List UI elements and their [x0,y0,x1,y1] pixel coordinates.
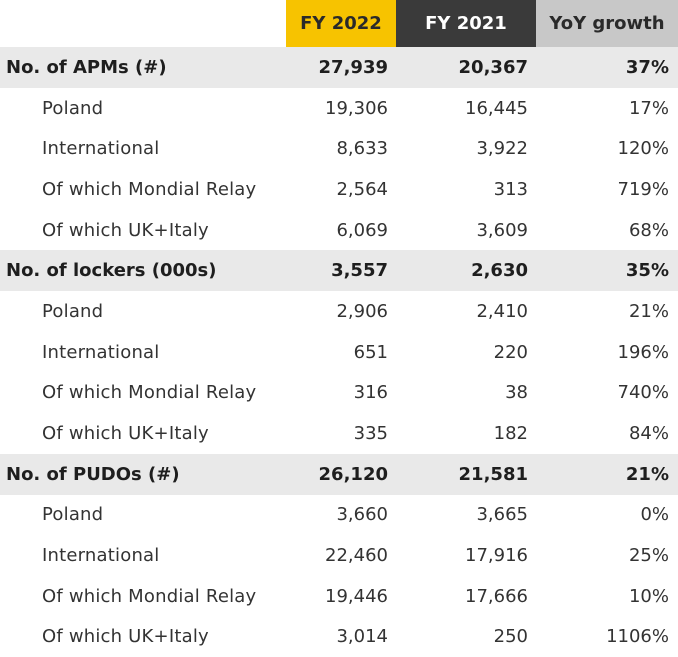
row-label: International [42,341,160,363]
header-fy2021: FY 2021 [396,0,536,47]
value-yoy: 25% [628,545,669,567]
value-yoy: 68% [628,219,669,241]
value-fy2022: 316 [353,382,388,404]
row-label: Of which Mondial Relay [42,178,257,200]
row-label: Of which Mondial Relay [42,382,257,404]
value-fy2021: 2,410 [476,300,528,322]
value-fy2022: 2,906 [336,300,388,322]
value-fy2021: 220 [493,341,528,363]
section-row-apms: No. of APMs (#) 27,939 20,367 37% [0,47,678,88]
table-row: Poland 19,306 16,445 17% [0,88,678,129]
table-row: International 8,633 3,922 120% [0,128,678,169]
table-row: Of which Mondial Relay 316 38 740% [0,373,678,414]
value-yoy: 84% [628,423,669,445]
value-fy2021: 20,367 [458,56,528,78]
value-yoy: 17% [628,97,669,119]
value-fy2021: 16,445 [465,97,528,119]
row-label: No. of APMs (#) [6,56,167,78]
value-yoy: 719% [617,178,669,200]
value-fy2021: 182 [493,423,528,445]
row-label: No. of PUDOs (#) [6,463,180,485]
row-label: No. of lockers (000s) [6,260,217,282]
section-row-lockers: No. of lockers (000s) 3,557 2,630 35% [0,250,678,292]
value-fy2021: 3,609 [476,219,528,241]
header-yoy-growth: YoY growth [536,0,678,47]
row-label: Of which Mondial Relay [42,585,257,607]
row-label: Of which UK+Italy [42,626,209,648]
value-fy2022: 8,633 [336,138,388,160]
value-yoy: 21% [625,463,669,485]
section-row-pudos: No. of PUDOs (#) 26,120 21,581 21% [0,453,678,495]
value-yoy: 21% [628,300,669,322]
value-fy2021: 250 [493,626,528,648]
value-fy2022: 27,939 [318,56,388,78]
value-yoy: 196% [617,341,669,363]
value-fy2022: 3,557 [331,260,388,282]
value-fy2022: 2,564 [336,178,388,200]
table-header: FY 2022 FY 2021 YoY growth [0,0,678,47]
value-fy2022: 651 [353,341,388,363]
value-fy2022: 335 [353,423,388,445]
value-yoy: 10% [628,585,669,607]
value-fy2021: 313 [493,178,528,200]
row-label: Of which UK+Italy [42,423,209,445]
row-label: International [42,138,160,160]
value-fy2022: 3,014 [336,626,388,648]
table-row: Of which UK+Italy 6,069 3,609 68% [0,210,678,251]
table-row: International 651 220 196% [0,332,678,373]
value-yoy: 120% [617,138,669,160]
value-fy2022: 6,069 [336,219,388,241]
row-label: Poland [42,300,104,322]
value-fy2021: 2,630 [471,260,528,282]
table-row: Poland 2,906 2,410 21% [0,291,678,332]
value-fy2021: 3,665 [476,504,528,526]
table-row: Poland 3,660 3,665 0% [0,495,678,536]
header-fy2022: FY 2022 [286,0,396,47]
table-row: Of which Mondial Relay 19,446 17,666 10% [0,576,678,617]
row-label: Of which UK+Italy [42,219,209,241]
value-fy2022: 3,660 [336,504,388,526]
value-yoy: 35% [625,260,669,282]
value-yoy: 1106% [606,626,669,648]
row-label: International [42,545,160,567]
table-row: Of which Mondial Relay 2,564 313 719% [0,169,678,210]
row-label: Poland [42,97,104,119]
value-fy2021: 21,581 [458,463,528,485]
value-fy2021: 3,922 [476,138,528,160]
table-row: International 22,460 17,916 25% [0,535,678,576]
value-fy2021: 17,916 [465,545,528,567]
value-fy2022: 22,460 [325,545,388,567]
row-label: Poland [42,504,104,526]
value-fy2022: 19,446 [325,585,388,607]
table-row: Of which UK+Italy 335 182 84% [0,413,678,454]
table-row: Of which UK+Italy 3,014 250 1106% [0,617,678,657]
value-fy2022: 26,120 [318,463,388,485]
value-fy2022: 19,306 [325,97,388,119]
value-fy2021: 38 [505,382,528,404]
value-yoy: 37% [625,56,669,78]
value-yoy: 0% [640,504,669,526]
value-fy2021: 17,666 [465,585,528,607]
value-yoy: 740% [617,382,669,404]
